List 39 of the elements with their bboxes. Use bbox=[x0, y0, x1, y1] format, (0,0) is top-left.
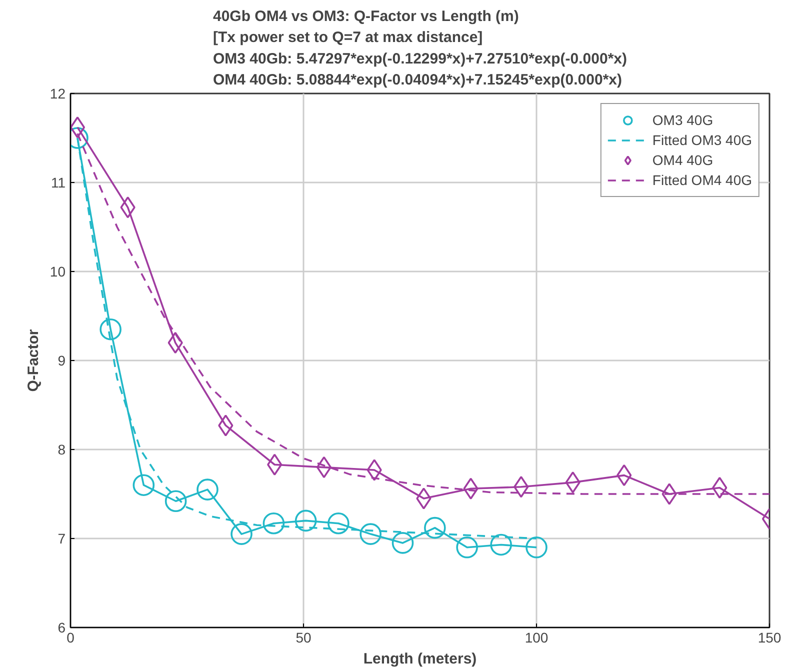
y-tick-label: 7 bbox=[58, 530, 66, 546]
legend-label: Fitted OM4 40G bbox=[652, 172, 752, 188]
point bbox=[360, 523, 382, 545]
point bbox=[100, 318, 122, 340]
legend-label: Fitted OM3 40G bbox=[652, 132, 752, 148]
legend-label: OM4 40G bbox=[652, 152, 714, 168]
y-tick-label: 8 bbox=[58, 442, 66, 458]
point bbox=[262, 512, 285, 534]
point bbox=[230, 523, 252, 545]
point bbox=[164, 490, 187, 512]
point bbox=[392, 532, 414, 554]
point bbox=[328, 512, 350, 534]
point bbox=[366, 459, 382, 481]
point bbox=[120, 196, 136, 218]
y-tick-label: 9 bbox=[58, 352, 66, 368]
point bbox=[490, 534, 512, 556]
point bbox=[316, 456, 332, 478]
point bbox=[132, 474, 155, 496]
x-tick-label: 100 bbox=[524, 630, 548, 646]
x-tick-label: 50 bbox=[296, 630, 312, 646]
point bbox=[294, 510, 317, 532]
point bbox=[526, 536, 548, 558]
point bbox=[456, 536, 478, 558]
y-tick-label: 12 bbox=[50, 86, 66, 102]
x-axis-title: Length (meters) bbox=[363, 650, 477, 668]
point bbox=[662, 483, 677, 505]
point bbox=[424, 516, 446, 539]
y-tick-label: 10 bbox=[50, 264, 66, 280]
point bbox=[196, 478, 218, 500]
x-tick-label: 0 bbox=[66, 630, 75, 646]
y-tick-label: 11 bbox=[50, 174, 66, 190]
x-tick-label: 150 bbox=[758, 630, 782, 646]
point bbox=[218, 414, 234, 436]
point bbox=[565, 472, 580, 494]
point bbox=[416, 488, 432, 510]
y-axis-title: Q-Factor bbox=[24, 329, 42, 392]
legend-label: OM3 40G bbox=[652, 112, 714, 128]
chart-title: 40Gb OM4 vs OM3: Q-Factor vs Length (m) [Tx power set to Q=7 at max distance] OM3 40Gb: 5.47297*exp(-0.12299*x)+7.27510*exp(-0.000*x) OM4 40Gb: 5.08844*exp(-0.04094*x)+7.15245*exp(0.000*x) bbox=[212, 8, 628, 88]
y-tick-label: 6 bbox=[58, 620, 66, 636]
